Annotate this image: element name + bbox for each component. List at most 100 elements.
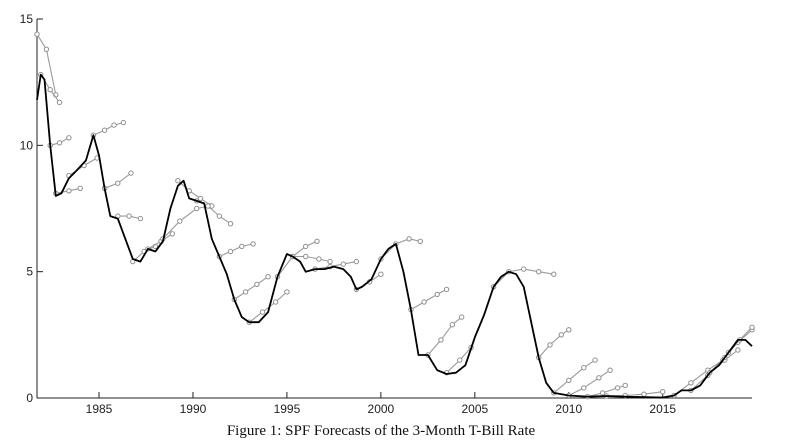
forecast-path: [216, 241, 256, 260]
forecast-point: [34, 31, 40, 37]
forecast-point: [239, 243, 245, 250]
forecast-point: [77, 185, 83, 192]
forecast-path: [90, 119, 127, 138]
actual-series-group: [36, 73, 753, 399]
forecast-point: [581, 385, 587, 391]
forecast-point: [303, 253, 309, 260]
forecast-point: [56, 99, 63, 106]
forecast-line: [233, 276, 269, 300]
forecast-point: [622, 382, 628, 389]
forecast-path: [408, 286, 450, 313]
x-tick-label: 1990: [180, 402, 207, 416]
x-tick-label: 2010: [555, 402, 582, 416]
forecast-path: [551, 357, 598, 396]
forecast-point: [43, 46, 50, 52]
forecast-line: [553, 359, 596, 394]
forecast-point: [56, 140, 63, 146]
forecast-point: [250, 241, 256, 247]
forecast-point: [177, 218, 183, 224]
forecast-point: [216, 213, 223, 219]
forecast-point: [197, 195, 204, 202]
forecast-path: [289, 253, 333, 265]
forecast-point: [558, 332, 564, 338]
forecast-point: [614, 385, 621, 391]
forecast-point: [434, 291, 440, 298]
forecast-point: [581, 365, 587, 371]
forecast-path: [145, 231, 176, 252]
forecast-point: [227, 221, 234, 227]
forecast-point: [66, 135, 72, 141]
forecast-point: [735, 347, 741, 353]
forecast-line: [410, 288, 447, 311]
forecast-point: [749, 324, 755, 330]
forecast-point: [641, 391, 647, 397]
forecast-point: [417, 238, 423, 245]
x-tick-label: 2015: [649, 402, 676, 416]
forecast-point: [443, 286, 450, 293]
forecast-point: [194, 205, 200, 212]
forecast-line: [380, 238, 421, 260]
forecast-line: [673, 359, 724, 396]
forecast-path: [47, 135, 72, 149]
forecast-point: [551, 271, 557, 277]
forecast-point: [111, 122, 117, 128]
forecast-point: [566, 327, 572, 333]
forecast-line: [568, 369, 611, 396]
forecast-line: [690, 349, 739, 391]
forecast-point: [175, 178, 181, 184]
forecast-line: [538, 329, 570, 358]
forecast-point: [459, 314, 465, 320]
forecast-path: [425, 314, 465, 358]
x-tick-label: 2000: [368, 402, 395, 416]
forecast-point: [115, 180, 121, 186]
forecast-point: [227, 248, 234, 255]
forecast-point: [340, 261, 346, 267]
forecast-point: [128, 170, 134, 176]
forecast-point: [406, 236, 412, 242]
forecast-point: [457, 357, 463, 363]
forecast-point: [438, 337, 444, 343]
forecast-point: [314, 238, 320, 245]
forecast-path: [536, 327, 572, 361]
forecast-line: [219, 243, 254, 258]
chart-title: Figure 1: SPF Forecasts of the 3-Month T…: [226, 423, 536, 439]
forecast-point: [596, 375, 602, 381]
forecast-point: [599, 390, 606, 396]
forecast-point: [272, 299, 279, 305]
forecast-point: [205, 203, 211, 209]
forecast-path: [160, 203, 213, 242]
forecast-line: [248, 291, 288, 323]
forecast-line: [292, 255, 331, 263]
forecast-line: [587, 384, 626, 398]
forecast-point: [607, 367, 613, 373]
forecast-series-group: [34, 31, 755, 400]
y-tick-label: 10: [20, 138, 34, 152]
forecast-line: [177, 180, 213, 207]
forecast-point: [316, 256, 322, 262]
forecast-path: [246, 289, 290, 325]
x-tick-label: 1995: [274, 402, 301, 416]
y-tick-label: 15: [20, 12, 34, 26]
y-tick-label: 5: [26, 265, 33, 279]
y-tick-label: 0: [26, 391, 33, 405]
forecast-point: [137, 215, 144, 222]
forecast-point: [242, 289, 249, 295]
forecast-point: [327, 258, 333, 265]
forecast-path: [688, 347, 741, 394]
forecast-point: [353, 258, 360, 265]
forecast-point: [169, 231, 176, 237]
forecast-point: [66, 188, 72, 194]
x-tick-label: 2005: [461, 402, 488, 416]
forecast-point: [536, 269, 542, 275]
forecast-line: [93, 122, 124, 136]
forecast-point: [47, 87, 53, 93]
forecast-path: [130, 243, 159, 265]
chart-axes: 0 5 10 15 1985 1990 1995 2000 2005 2010 2015: [20, 12, 752, 416]
forecast-point: [284, 289, 290, 295]
forecast-point: [547, 342, 553, 348]
forecast-point: [120, 119, 127, 126]
forecast-point: [101, 127, 108, 133]
forecast-point: [303, 243, 309, 250]
forecast-path: [34, 31, 59, 98]
forecast-point: [378, 271, 384, 277]
